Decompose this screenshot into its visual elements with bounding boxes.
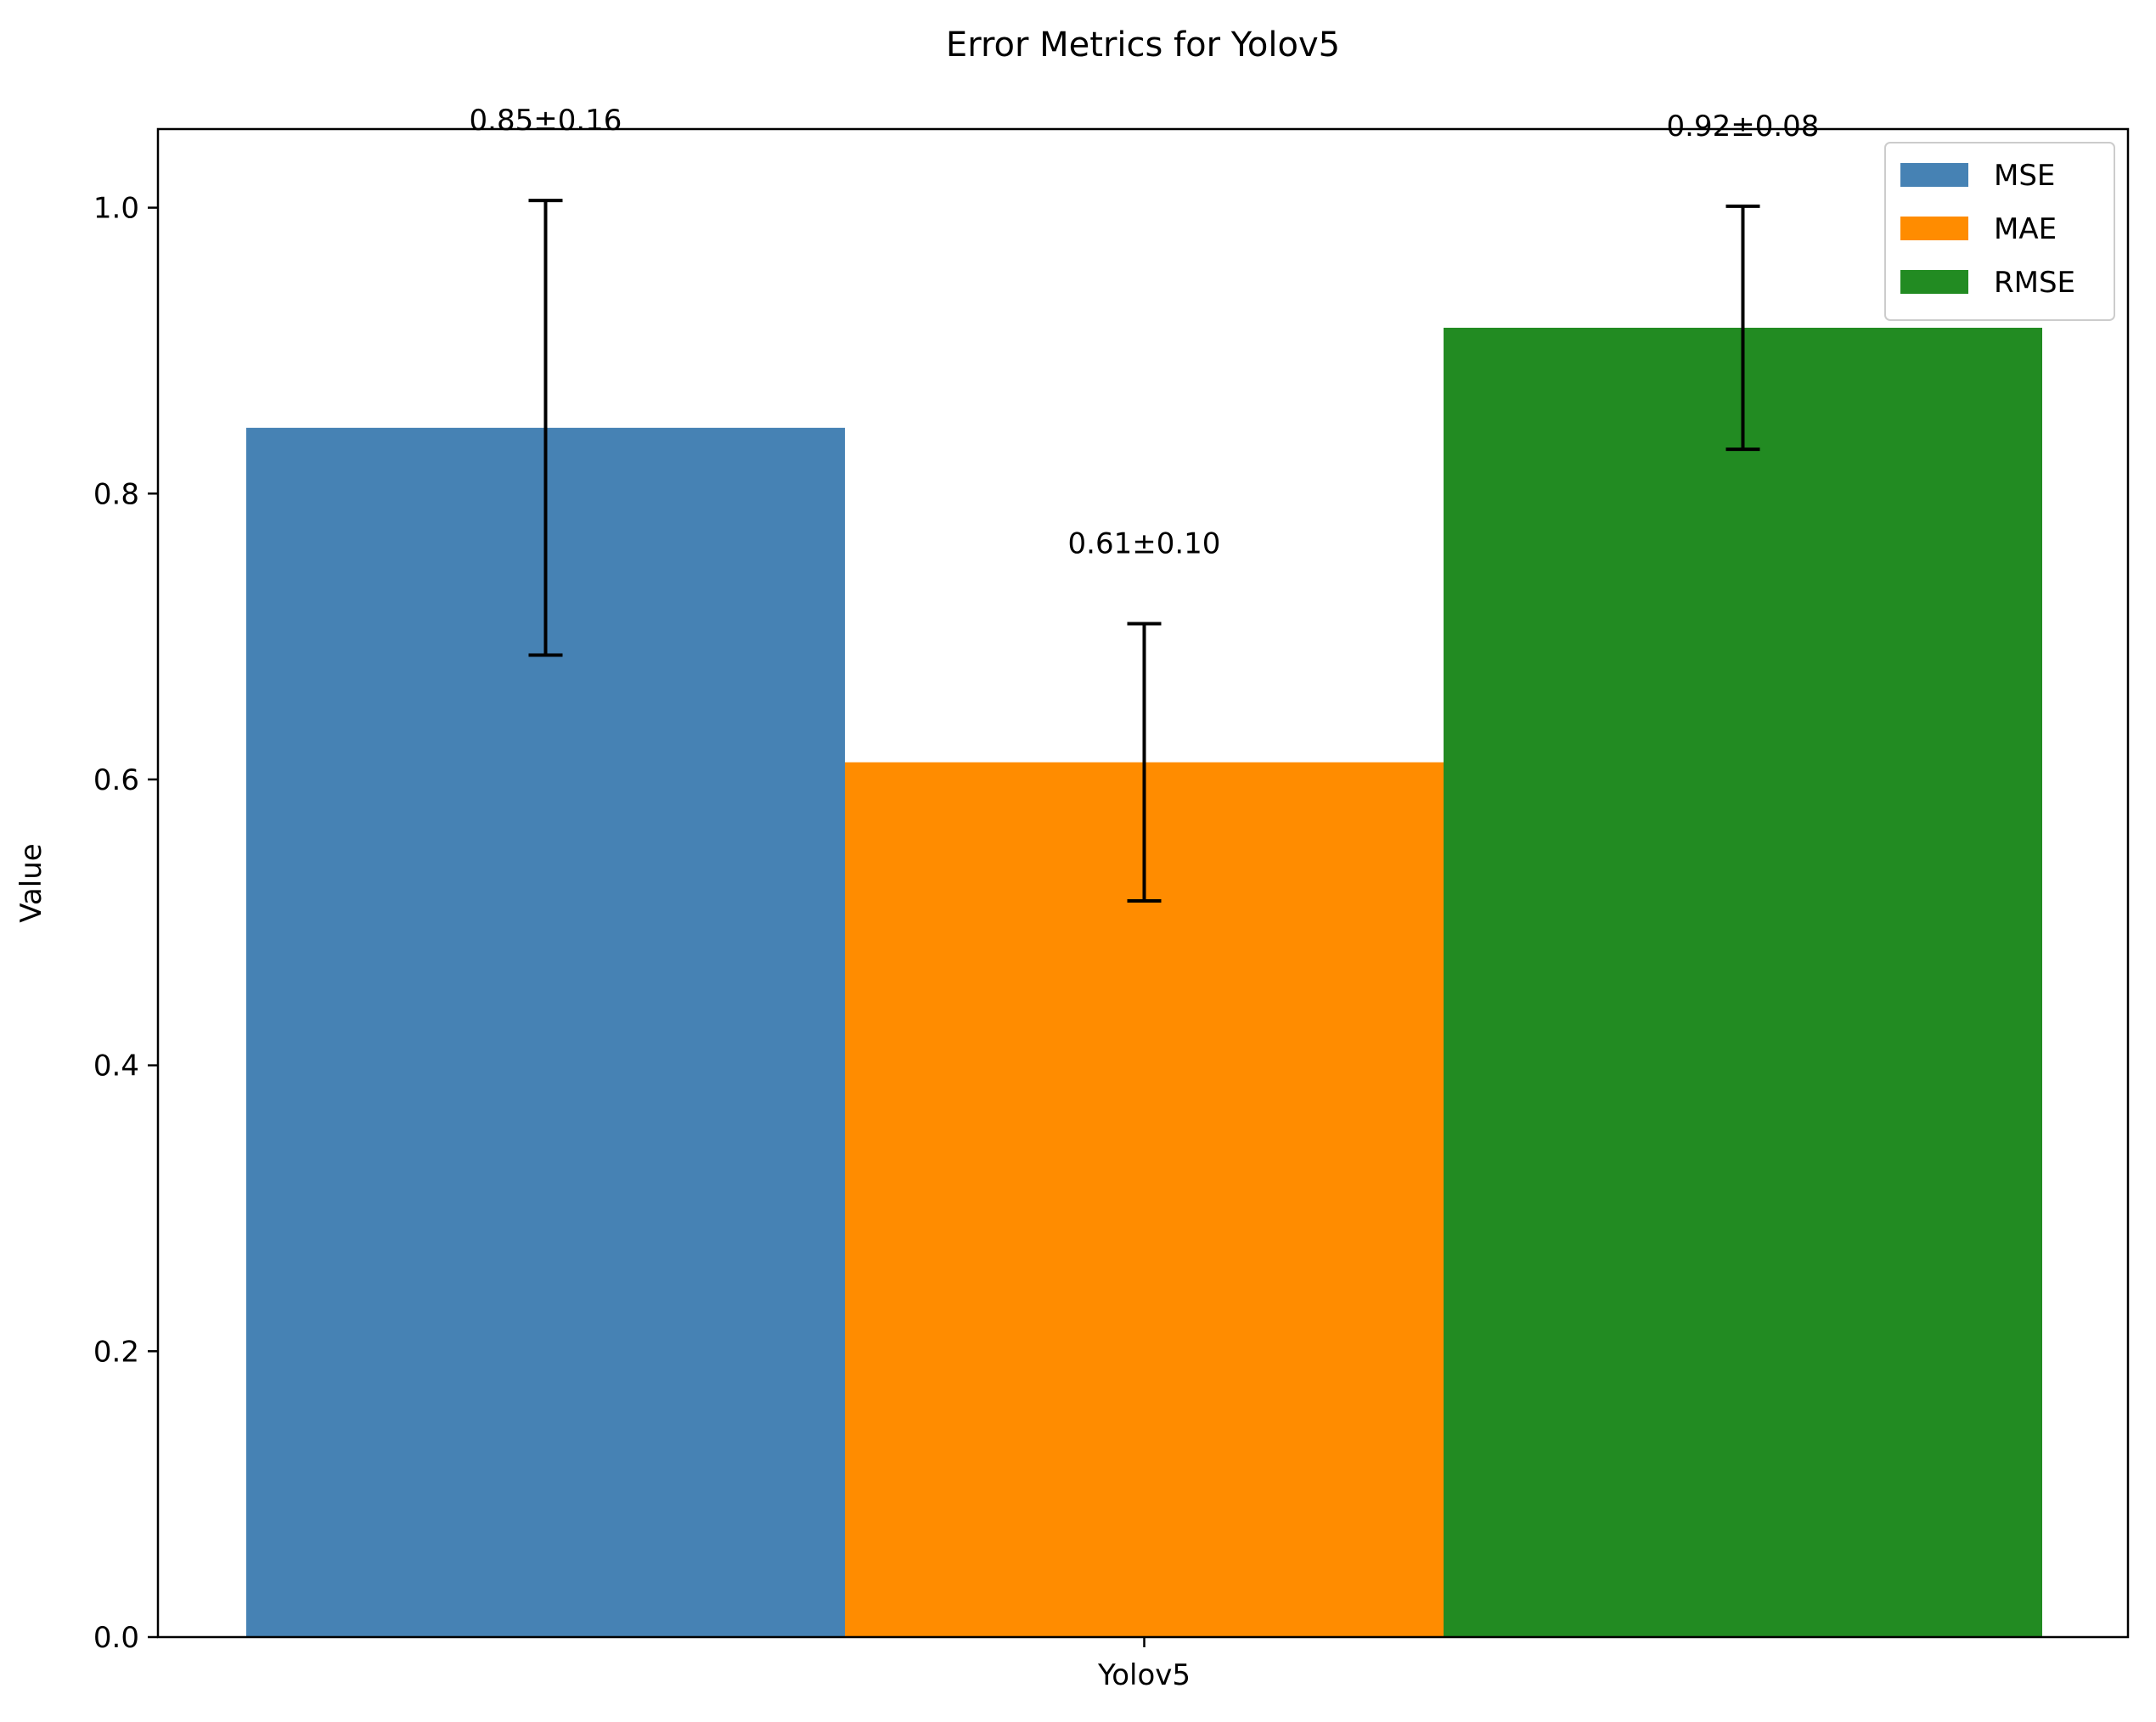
- y-tick-label: 1.0: [93, 192, 139, 226]
- bar-label-mae: 0.61±0.10: [1068, 526, 1221, 560]
- y-tick-label: 0.2: [93, 1335, 139, 1369]
- bar-labels-group: 0.85±0.16 0.61±0.10 0.92±0.08: [470, 104, 1820, 560]
- y-tick-label: 0.8: [93, 477, 139, 511]
- bar-rmse: [1444, 327, 2042, 1637]
- y-axis-ticks: 0.0 0.2 0.4 0.6 0.8 1.0: [93, 192, 158, 1655]
- bar-mae: [845, 762, 1444, 1637]
- x-tick-label: Yolov5: [1097, 1658, 1191, 1692]
- y-axis-label: Value: [14, 843, 48, 922]
- x-axis-ticks: Yolov5: [1097, 1637, 1191, 1692]
- legend-label: RMSE: [1994, 266, 2075, 300]
- legend: MSE MAE RMSE: [1884, 142, 2115, 321]
- error-bar-rmse: [1725, 204, 1760, 452]
- error-bars-group: [528, 199, 1760, 903]
- legend-item-mse: MSE: [1900, 159, 2055, 193]
- bar-label-mse: 0.85±0.16: [470, 104, 622, 138]
- y-tick-label: 0.4: [93, 1050, 139, 1083]
- legend-swatch: [1900, 270, 1968, 294]
- error-bar-mae: [1127, 622, 1162, 903]
- legend-swatch: [1900, 217, 1968, 240]
- chart-title: Error Metrics for Yolov5: [946, 25, 1340, 65]
- legend-swatch: [1900, 163, 1968, 187]
- legend-item-mae: MAE: [1900, 212, 2057, 246]
- error-bar-mse: [528, 199, 563, 657]
- bar-label-rmse: 0.92±0.08: [1667, 110, 1820, 144]
- y-tick-label: 0.6: [93, 763, 139, 797]
- legend-label: MAE: [1994, 212, 2057, 246]
- legend-item-rmse: RMSE: [1900, 266, 2075, 300]
- bars-group: [246, 327, 2042, 1638]
- plot-area-frame: [156, 127, 2130, 1639]
- y-tick-label: 0.0: [93, 1621, 139, 1655]
- legend-label: MSE: [1994, 159, 2055, 193]
